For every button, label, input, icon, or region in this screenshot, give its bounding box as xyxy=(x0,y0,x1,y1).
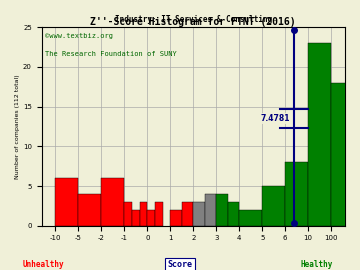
Y-axis label: Number of companies (112 total): Number of companies (112 total) xyxy=(15,74,20,179)
Text: 7.4781: 7.4781 xyxy=(261,114,290,123)
Text: Unhealthy: Unhealthy xyxy=(22,260,64,269)
Bar xyxy=(147,210,155,226)
Text: ©www.textbiz.org: ©www.textbiz.org xyxy=(45,33,113,39)
Bar xyxy=(331,83,354,226)
Bar xyxy=(193,202,205,226)
Bar xyxy=(155,202,163,226)
Text: The Research Foundation of SUNY: The Research Foundation of SUNY xyxy=(45,51,176,57)
Bar xyxy=(78,194,101,226)
Bar xyxy=(101,178,124,226)
Text: Industry: IT Services & Consulting: Industry: IT Services & Consulting xyxy=(114,15,272,24)
Bar xyxy=(132,210,140,226)
Bar xyxy=(216,194,228,226)
Text: Healthy: Healthy xyxy=(301,260,333,269)
Bar xyxy=(239,210,262,226)
Bar xyxy=(124,202,132,226)
Bar xyxy=(308,43,331,226)
Bar xyxy=(285,162,308,226)
Title: Z''-Score Histogram for FTNT (2016): Z''-Score Histogram for FTNT (2016) xyxy=(90,17,296,27)
Bar xyxy=(182,202,193,226)
Text: Score: Score xyxy=(167,260,193,269)
Bar xyxy=(205,194,216,226)
Bar xyxy=(55,178,78,226)
Bar xyxy=(262,186,285,226)
Bar xyxy=(170,210,182,226)
Bar xyxy=(140,202,147,226)
Bar xyxy=(228,202,239,226)
